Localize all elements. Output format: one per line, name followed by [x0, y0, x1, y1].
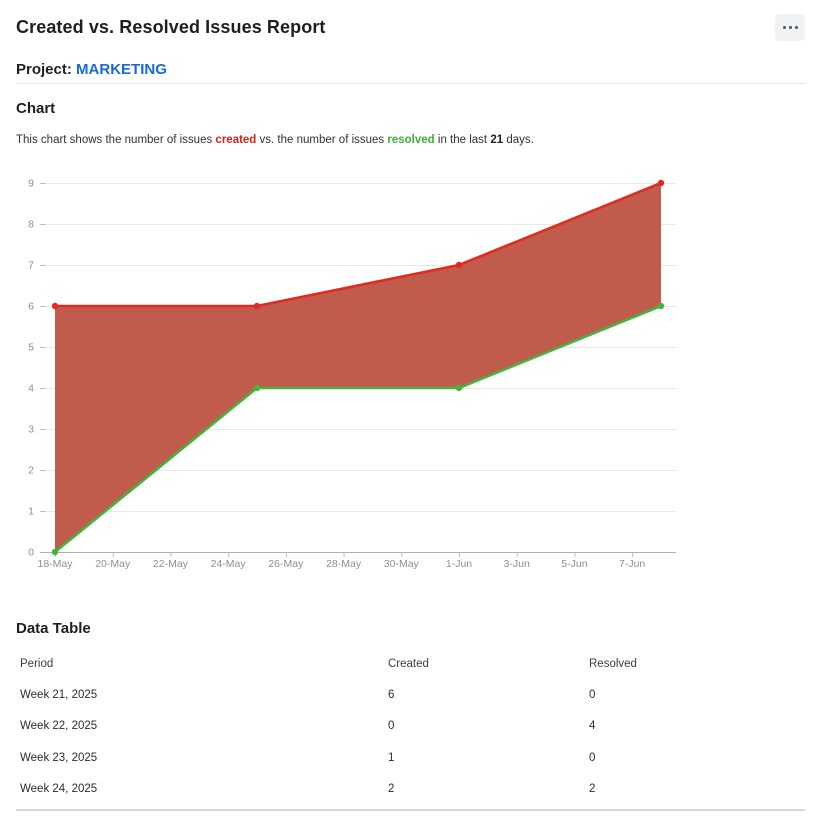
description-part2: vs. the number of issues [256, 134, 388, 146]
table-row: Week 21, 2025 6 0 [16, 679, 805, 711]
y-axis-label: 8 [28, 219, 34, 231]
x-axis-label: 1-Jun [446, 558, 472, 570]
table-cell-created: 1 [388, 751, 395, 764]
project-link[interactable]: MARKETING [76, 61, 167, 78]
table-cell-resolved: 2 [589, 783, 596, 796]
column-header-resolved: Resolved [589, 658, 637, 670]
created-point-marker [455, 261, 463, 269]
table-row: Week 23, 2025 1 0 [16, 742, 805, 774]
resolved-point-marker [455, 384, 463, 392]
chart-section-heading: Chart [16, 100, 56, 117]
project-row: Project: MARKETING [16, 60, 805, 84]
table-cell-period: Week 23, 2025 [20, 751, 98, 764]
x-axis-label: 30-May [384, 558, 420, 570]
y-axis-label: 4 [28, 383, 34, 395]
resolved-point-marker [253, 384, 261, 392]
y-axis-label: 6 [28, 301, 34, 313]
created-point-marker [51, 302, 59, 310]
column-header-period: Period [20, 658, 54, 670]
x-axis-label: 3-Jun [504, 558, 530, 570]
table-cell-created: 2 [388, 783, 395, 796]
data-table-body: Week 21, 2025 6 0 Week 22, 2025 0 4 Week 23, 2… [16, 679, 805, 805]
y-axis-label: 1 [28, 506, 34, 518]
page-title: Created vs. Resolved Issues Report [16, 17, 326, 37]
x-axis-label: 28-May [326, 558, 362, 570]
y-axis-label: 9 [28, 178, 34, 190]
data-table: Period Created Resolved Week 21, 2025 6 0 Wee… [16, 649, 805, 805]
created-point-marker [253, 302, 261, 310]
x-axis-label: 22-May [153, 558, 189, 570]
y-axis-label: 5 [28, 342, 34, 354]
x-axis-label: 24-May [211, 558, 247, 570]
page-header: Created vs. Resolved Issues Report [0, 0, 821, 44]
x-axis-label: 20-May [95, 558, 131, 570]
table-header-row: Period Created Resolved [16, 649, 805, 679]
chart-description: This chart shows the number of issues cr… [16, 133, 805, 148]
description-part4: days. [503, 134, 534, 146]
created-series-line [53, 181, 663, 308]
y-axis-label: 0 [28, 547, 34, 559]
table-cell-resolved: 0 [589, 688, 596, 701]
table-cell-period: Week 21, 2025 [20, 688, 98, 701]
more-options-button[interactable] [775, 14, 805, 41]
created-point-marker [657, 179, 665, 187]
created-vs-resolved-area-chart: 0 1 2 3 4 5 6 7 8 9 18-May 20-May 22-May 24-May 26-May… [28, 178, 676, 570]
y-axis-label: 2 [28, 465, 34, 477]
table-section-heading: Data Table [16, 620, 91, 637]
table-cell-created: 6 [388, 688, 395, 701]
table-cell-resolved: 4 [589, 720, 596, 733]
table-row: Week 22, 2025 0 4 [16, 711, 805, 743]
table-row: Week 24, 2025 2 2 [16, 774, 805, 806]
y-axis-label: 3 [28, 424, 34, 436]
resolved-point-marker [51, 548, 59, 556]
description-part1: This chart shows the number of issues [16, 134, 216, 146]
x-axis-label: 18-May [37, 558, 73, 570]
table-cell-created: 0 [388, 720, 395, 733]
column-header-created: Created [388, 658, 429, 670]
resolved-series-line [53, 304, 663, 554]
x-axis-label: 5-Jun [561, 558, 587, 570]
x-axis-label: 7-Jun [619, 558, 645, 570]
created-word: created [215, 134, 257, 146]
x-axis-label: 26-May [268, 558, 304, 570]
y-axis-label: 7 [28, 260, 34, 272]
table-cell-period: Week 22, 2025 [20, 720, 98, 733]
resolved-point-marker [657, 302, 665, 310]
bottom-divider [16, 809, 805, 811]
project-label: Project: [16, 61, 72, 78]
description-part3: in the last [434, 134, 491, 146]
table-cell-period: Week 24, 2025 [20, 783, 98, 796]
ellipsis-icon [782, 26, 798, 29]
days-count: 21 [490, 134, 504, 146]
data-table-head: Period Created Resolved [16, 649, 805, 679]
table-cell-resolved: 0 [589, 751, 596, 764]
resolved-word: resolved [387, 134, 435, 146]
area-fill [55, 183, 661, 552]
